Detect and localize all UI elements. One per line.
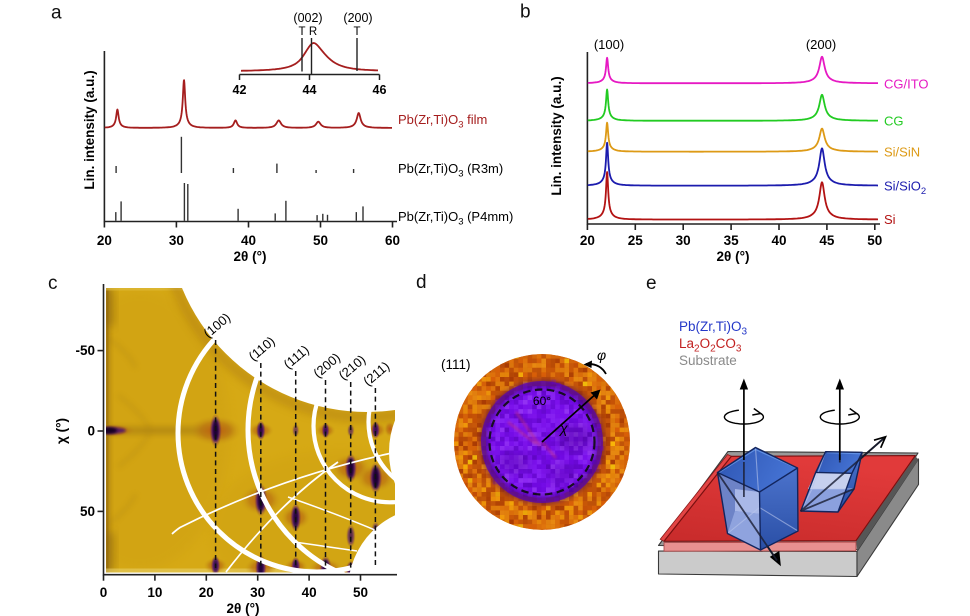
- svg-text:40: 40: [771, 233, 786, 248]
- svg-text:e: e: [646, 273, 657, 294]
- svg-text:CG/ITO: CG/ITO: [884, 77, 929, 92]
- svg-text:10: 10: [147, 585, 162, 600]
- svg-text:45: 45: [819, 233, 835, 248]
- svg-text:50: 50: [80, 504, 95, 519]
- svg-text:44: 44: [303, 83, 317, 97]
- svg-text:20: 20: [580, 233, 595, 248]
- svg-text:20: 20: [97, 233, 112, 248]
- svg-text:30: 30: [676, 233, 691, 248]
- svg-text:0: 0: [87, 424, 95, 439]
- svg-text:Pb(Zr,Ti)O3: Pb(Zr,Ti)O3: [679, 319, 748, 338]
- svg-text:50: 50: [867, 233, 882, 248]
- svg-text:30: 30: [169, 233, 184, 248]
- svg-text:Si: Si: [884, 212, 896, 227]
- svg-text:χ: χ: [558, 420, 568, 436]
- svg-text:(111): (111): [441, 357, 471, 372]
- svg-text:60: 60: [385, 233, 400, 248]
- svg-text:T: T: [353, 26, 360, 38]
- svg-text:2θ (°): 2θ (°): [717, 249, 750, 264]
- svg-text:Lin. intensity (a.u.): Lin. intensity (a.u.): [82, 70, 97, 189]
- svg-text:(002): (002): [293, 11, 322, 25]
- svg-text:2θ (°): 2θ (°): [227, 601, 260, 616]
- svg-text:20: 20: [199, 585, 214, 600]
- svg-text:0: 0: [100, 585, 108, 600]
- svg-text:(100): (100): [594, 37, 624, 52]
- svg-text:CG: CG: [884, 114, 904, 129]
- svg-text:a: a: [51, 3, 62, 24]
- svg-text:Si/SiN: Si/SiN: [884, 145, 920, 160]
- svg-text:60°: 60°: [533, 394, 551, 408]
- svg-text:Lin. intensity (a.u.): Lin. intensity (a.u.): [549, 76, 564, 195]
- svg-text:(200): (200): [343, 11, 372, 25]
- svg-text:χ (°): χ (°): [54, 418, 69, 444]
- svg-text:40: 40: [241, 233, 256, 248]
- svg-text:-50: -50: [75, 343, 95, 358]
- svg-text:Pb(Zr,Ti)O3 (P4mm): Pb(Zr,Ti)O3 (P4mm): [398, 209, 513, 228]
- svg-text:25: 25: [628, 233, 644, 248]
- svg-text:Pb(Zr,Ti)O3 film: Pb(Zr,Ti)O3 film: [398, 112, 487, 131]
- svg-text:Substrate: Substrate: [679, 353, 737, 368]
- svg-text:T: T: [298, 26, 305, 38]
- svg-text:50: 50: [313, 233, 328, 248]
- svg-text:φ: φ: [597, 347, 606, 363]
- svg-text:40: 40: [302, 585, 317, 600]
- svg-text:c: c: [48, 273, 58, 294]
- svg-text:(200): (200): [806, 37, 836, 52]
- svg-text:b: b: [520, 2, 531, 23]
- svg-text:Pb(Zr,Ti)O3 (R3m): Pb(Zr,Ti)O3 (R3m): [398, 161, 503, 180]
- svg-text:42: 42: [233, 83, 247, 97]
- svg-text:Si/SiO2: Si/SiO2: [884, 179, 926, 198]
- svg-text:46: 46: [373, 83, 387, 97]
- svg-text:50: 50: [353, 585, 368, 600]
- svg-text:R: R: [309, 26, 317, 38]
- svg-text:30: 30: [250, 585, 265, 600]
- svg-text:La2O2CO3: La2O2CO3: [679, 336, 742, 355]
- svg-text:2θ (°): 2θ (°): [234, 249, 267, 264]
- svg-text:d: d: [416, 272, 427, 293]
- svg-text:35: 35: [724, 233, 740, 248]
